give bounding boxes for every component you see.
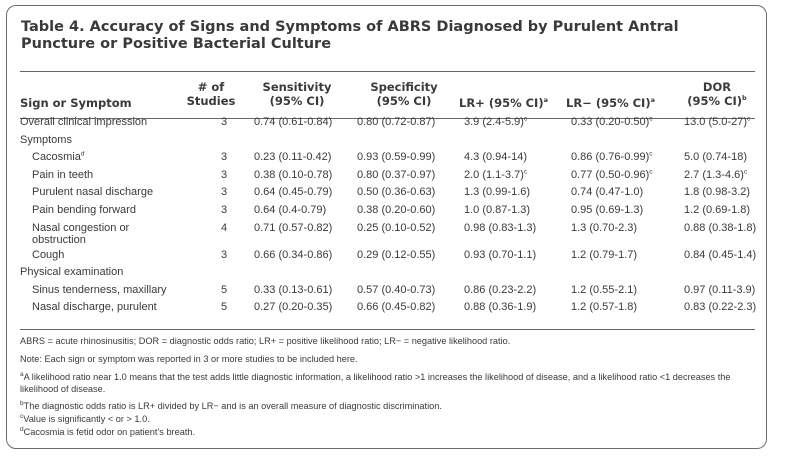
sign-label: Nasal congestion or obstruction: [32, 221, 130, 246]
header-sign: Sign or Symptom: [20, 96, 132, 110]
specificity-cell: 0.50 (0.36-0.63): [357, 186, 436, 199]
table-row: Sinus tenderness, maxillary 5 0.33 (0.13…: [20, 284, 757, 302]
studies-cell: 5: [220, 301, 228, 314]
header-top-rule: [20, 71, 755, 72]
table-row: Nasal congestion or obstruction 4 0.71 (…: [20, 222, 757, 249]
sign-label: Cough: [32, 248, 65, 261]
lr-negative-cell: 0.74 (0.47-1.0): [571, 186, 644, 199]
lr-positive-cell: 2.0 (1.1-3.7): [464, 168, 524, 181]
studies-cell: 3: [220, 116, 228, 128]
footnote-abbreviations: ABRS = acute rhinosinusitis; DOR = diagn…: [20, 336, 511, 346]
footnote-a: aA likelihood ratio near 1.0 means that …: [20, 370, 731, 394]
footnote-c: cValue is significantly < or > 1.0.: [20, 412, 150, 424]
sensitivity-cell: 0.27 (0.20-0.35): [254, 301, 333, 314]
specificity-cell: 0.80 (0.72-0.87): [357, 116, 436, 128]
header-specificity: Specificity (95% CI): [370, 80, 438, 108]
section-label: Physical examination: [20, 266, 124, 279]
lr-positive-cell: 1.3 (0.99-1.6): [464, 186, 531, 199]
sensitivity-cell: 0.64 (0.45-0.79): [254, 186, 333, 199]
lr-positive-cell: 0.98 (0.83-1.3): [464, 221, 537, 234]
specificity-cell: 0.93 (0.59-0.99): [357, 151, 436, 164]
lr-positive-cell: 1.0 (0.87-1.3): [464, 203, 531, 216]
specificity-cell: 0.66 (0.45-0.82): [357, 301, 436, 314]
table-row: Pain bending forward 3 0.64 (0.4-0.79) 0…: [20, 204, 757, 222]
lr-positive-cell: 4.3 (0.94-14): [464, 151, 527, 164]
lr-positive-cell: 0.93 (0.70-1.1): [464, 248, 537, 261]
studies-cell: 3: [220, 203, 228, 216]
table-card: Table 4. Accuracy of Signs and Symptoms …: [6, 5, 767, 449]
lr-negative-cell: 1.2 (0.55-2.1): [571, 283, 638, 296]
specificity-cell: 0.57 (0.40-0.73): [357, 283, 436, 296]
sensitivity-cell: 0.66 (0.34-0.86): [254, 248, 333, 261]
header-dor: DOR (95% CI)b: [687, 80, 747, 108]
header-studies: # of Studies: [186, 80, 236, 108]
dor-cell: 2.7 (1.3-4.6): [684, 168, 744, 181]
dor-cell: 0.83 (0.22-2.3): [684, 301, 757, 314]
sensitivity-cell: 0.71 (0.57-0.82): [254, 221, 333, 234]
table-row: Pain in teeth 3 0.38 (0.10-0.78) 0.80 (0…: [20, 168, 757, 187]
footnote-note: Note: Each sign or symptom was reported …: [20, 354, 358, 364]
table-title: Table 4. Accuracy of Signs and Symptoms …: [21, 19, 679, 52]
table-row: Cacosmiad 3 0.23 (0.11-0.42) 0.93 (0.59-…: [20, 151, 757, 169]
header-lr-negative: LR− (95% CI)a: [566, 96, 655, 110]
sensitivity-cell: 0.74 (0.61-0.84): [254, 116, 333, 128]
data-table: Overall clinical impression 3 0.74 (0.61…: [20, 116, 757, 319]
header-bottom-rule: [20, 118, 755, 119]
sign-label: Pain in teeth: [32, 168, 94, 181]
dor-cell: 0.84 (0.45-1.4): [684, 248, 757, 261]
dor-cell: 5.0 (0.74-18): [684, 151, 747, 164]
sign-label: Overall clinical impression: [20, 116, 148, 128]
specificity-cell: 0.38 (0.20-0.60): [357, 203, 436, 216]
table-row: Overall clinical impression 3 0.74 (0.61…: [20, 116, 757, 134]
sensitivity-cell: 0.38 (0.10-0.78): [254, 168, 333, 181]
sensitivity-cell: 0.64 (0.4-0.79): [254, 203, 327, 216]
footnote-b: bThe diagnostic odds ratio is LR+ divide…: [20, 399, 442, 411]
lr-negative-cell: 1.3 (0.70-2.3): [571, 221, 638, 234]
studies-cell: 3: [220, 186, 228, 199]
header-lr-positive: LR+ (95% CI)a: [459, 96, 548, 110]
lr-positive-cell: 3.9 (2.4-5.9): [464, 116, 524, 128]
lr-negative-cell: 0.77 (0.50-0.96): [571, 168, 650, 181]
dor-cell: 0.97 (0.11-3.9): [684, 283, 756, 296]
table-row: Purulent nasal discharge 3 0.64 (0.45-0.…: [20, 186, 757, 204]
dor-cell: 0.88 (0.38-1.8): [684, 221, 757, 234]
lr-negative-cell: 1.2 (0.57-1.8): [571, 301, 638, 314]
studies-cell: 4: [220, 221, 228, 234]
specificity-cell: 0.25 (0.10-0.52): [357, 221, 436, 234]
studies-cell: 3: [220, 168, 228, 181]
sign-label: Cacosmia: [32, 151, 81, 164]
dor-cell: 13.0 (5.0-27): [684, 116, 747, 128]
table-row: Nasal discharge, purulent 5 0.27 (0.20-0…: [20, 301, 757, 319]
dor-cell: 1.8 (0.98-3.2): [684, 186, 751, 199]
studies-cell: 3: [220, 151, 228, 164]
section-label: Symptoms: [20, 133, 72, 146]
table-row: Cough 3 0.66 (0.34-0.86) 0.29 (0.12-0.55…: [20, 249, 757, 267]
dor-cell: 1.2 (0.69-1.8): [684, 203, 751, 216]
studies-cell: 5: [220, 283, 228, 296]
table-bottom-rule: [20, 329, 755, 330]
sensitivity-cell: 0.33 (0.13-0.61): [254, 283, 333, 296]
sign-label: Pain bending forward: [32, 203, 136, 216]
lr-negative-cell: 0.95 (0.69-1.3): [571, 203, 644, 216]
header-sensitivity: Sensitivity (95% CI): [262, 80, 332, 108]
sign-label: Nasal discharge, purulent: [32, 301, 157, 314]
specificity-cell: 0.29 (0.12-0.55): [357, 248, 436, 261]
lr-positive-cell: 0.88 (0.36-1.9): [464, 301, 537, 314]
sensitivity-cell: 0.23 (0.11-0.42): [254, 151, 332, 164]
specificity-cell: 0.80 (0.37-0.97): [357, 168, 436, 181]
studies-cell: 3: [220, 248, 228, 261]
footnote-d: dCacosmia is fetid odor on patient’s bre…: [20, 425, 196, 437]
lr-negative-cell: 0.33 (0.20-0.50): [571, 116, 650, 128]
lr-negative-cell: 0.86 (0.76-0.99): [571, 151, 650, 164]
sign-label: Sinus tenderness, maxillary: [32, 283, 167, 296]
section-row: Physical examination: [20, 266, 757, 284]
lr-positive-cell: 0.86 (0.23-2.2): [464, 283, 537, 296]
lr-negative-cell: 1.2 (0.79-1.7): [571, 248, 638, 261]
section-row: Symptoms: [20, 134, 757, 152]
sign-label: Purulent nasal discharge: [32, 186, 154, 199]
